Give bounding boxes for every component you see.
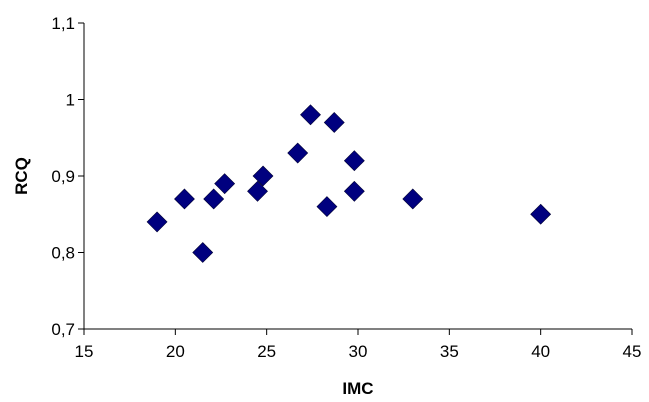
x-tick-label: 30 [349, 342, 368, 361]
x-tick-label: 35 [440, 342, 459, 361]
data-point-diamond [316, 196, 338, 218]
data-point-diamond [287, 142, 309, 164]
data-point-diamond [252, 165, 274, 187]
axes [83, 23, 632, 330]
x-tick-label: 40 [531, 342, 550, 361]
x-tick-label: 20 [166, 342, 185, 361]
y-tick-label: 0,8 [51, 244, 75, 263]
data-point-diamond [402, 188, 424, 210]
data-point-diamond [174, 188, 195, 210]
data-point-diamond [323, 112, 345, 133]
y-tick-label: 0,7 [51, 320, 75, 339]
data-point-diamond [300, 104, 321, 126]
data-point-diamond [192, 242, 214, 263]
x-tick-label: 45 [623, 342, 642, 361]
y-tick-label: 1 [66, 91, 75, 110]
y-axis-title: RCQ [12, 157, 31, 195]
data-point-diamond [203, 188, 225, 210]
x-ticks: 15 20 25 30 35 40 45 [75, 329, 642, 361]
data-point-diamond [247, 180, 268, 202]
data-point-diamond [343, 180, 365, 202]
y-tick-label: 1,1 [51, 14, 75, 33]
data-point-diamond [146, 211, 168, 233]
data-point-diamond [343, 150, 365, 172]
x-axis-title: IMC [342, 379, 373, 398]
x-tick-label: 25 [257, 342, 276, 361]
data-point-diamond [214, 173, 236, 195]
y-ticks: 0,7 0,8 0,9 1 1,1 [51, 14, 84, 339]
data-point-diamond [530, 203, 552, 225]
x-tick-label: 15 [75, 342, 94, 361]
y-tick-label: 0,9 [51, 167, 75, 186]
data-points [146, 104, 552, 263]
